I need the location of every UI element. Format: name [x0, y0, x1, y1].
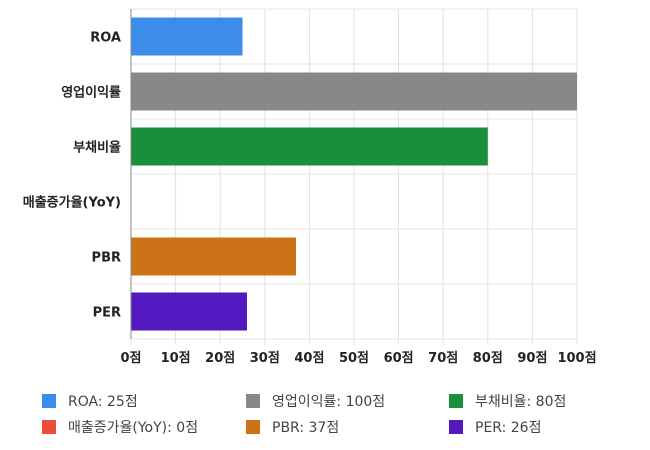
category-label: 부채비율	[73, 140, 121, 156]
category-label: PER	[93, 306, 121, 321]
bar	[131, 17, 243, 56]
category-label: 영업이익률	[61, 85, 121, 101]
x-tick-label: 10점	[161, 351, 191, 366]
bar	[131, 237, 297, 276]
category-label: ROA	[90, 31, 121, 46]
x-tick-label: 60점	[384, 351, 414, 366]
category-label: 매출증가율(YoY)	[23, 195, 121, 211]
x-tick-label: 90점	[517, 351, 547, 366]
bar	[131, 292, 247, 331]
bar	[131, 72, 577, 111]
x-tick-label: 20점	[205, 351, 235, 366]
category-label: PBR	[92, 251, 121, 266]
x-tick-label: 40점	[294, 351, 324, 366]
x-tick-label: 100점	[557, 351, 596, 366]
x-tick-label: 80점	[473, 351, 503, 366]
x-tick-label: 50점	[339, 351, 369, 366]
x-tick-label: 70점	[428, 351, 458, 366]
bar	[131, 127, 488, 166]
x-tick-labels: 0점 10점 20점 30점 40점 50점 60점 70점 80점 90점 100점	[120, 351, 596, 366]
grid-layer	[130, 8, 578, 345]
x-tick-label: 0점	[120, 351, 141, 366]
bar-layer	[131, 17, 577, 331]
x-tick-label: 30점	[250, 351, 280, 366]
